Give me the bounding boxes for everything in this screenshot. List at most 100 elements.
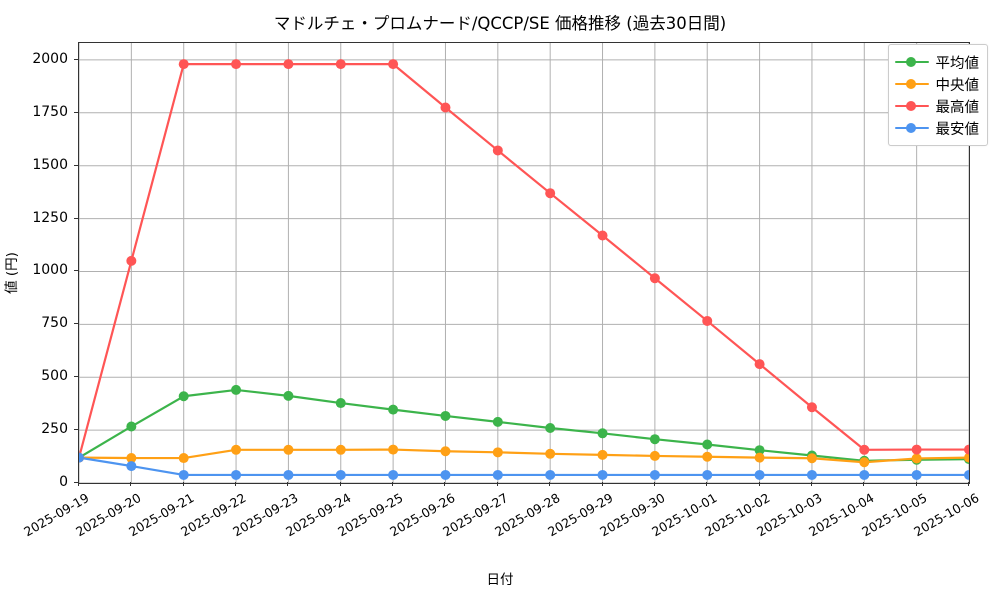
data-point bbox=[597, 449, 608, 460]
data-point bbox=[126, 421, 137, 432]
x-tick-mark bbox=[863, 482, 865, 486]
data-point bbox=[335, 398, 346, 409]
x-tick-mark bbox=[235, 482, 237, 486]
x-tick-mark bbox=[758, 482, 760, 486]
data-point bbox=[649, 450, 660, 461]
legend-dot bbox=[905, 57, 916, 67]
data-point bbox=[283, 59, 294, 70]
y-tick-mark bbox=[74, 111, 78, 113]
x-tick-mark bbox=[444, 482, 446, 486]
grid-lines bbox=[79, 43, 969, 483]
data-point bbox=[702, 451, 713, 462]
legend-marker-icon bbox=[894, 121, 929, 135]
data-point bbox=[492, 469, 503, 480]
series-line-2 bbox=[79, 448, 969, 464]
data-point bbox=[440, 446, 451, 457]
data-point bbox=[911, 453, 922, 464]
legend-dot bbox=[905, 101, 916, 111]
y-tick-mark bbox=[74, 164, 78, 166]
x-tick-mark bbox=[706, 482, 708, 486]
y-tick-mark bbox=[74, 270, 78, 272]
legend-dot bbox=[905, 123, 916, 133]
x-tick-mark bbox=[496, 482, 498, 486]
data-point bbox=[649, 434, 660, 445]
data-point bbox=[754, 359, 765, 370]
y-tick-label: 750 bbox=[41, 315, 68, 332]
data-point bbox=[964, 444, 969, 455]
data-point bbox=[335, 59, 346, 70]
chart-legend: 平均値 中央値最高値最安値 bbox=[887, 44, 988, 146]
x-tick-mark bbox=[915, 482, 917, 486]
data-point bbox=[545, 448, 556, 459]
legend-marker-icon bbox=[894, 77, 929, 91]
data-point bbox=[702, 315, 713, 326]
data-point bbox=[79, 452, 84, 463]
data-point bbox=[806, 402, 817, 413]
data-point bbox=[597, 428, 608, 439]
y-tick-mark bbox=[74, 323, 78, 325]
legend-dot bbox=[905, 79, 916, 89]
data-point bbox=[231, 469, 242, 480]
series-line-3 bbox=[79, 63, 969, 459]
data-point bbox=[283, 444, 294, 455]
data-point bbox=[649, 273, 660, 284]
legend-marker-icon bbox=[894, 99, 929, 113]
series-lines bbox=[79, 63, 969, 477]
plot-area bbox=[78, 42, 970, 484]
data-point bbox=[597, 230, 608, 241]
data-point bbox=[178, 453, 189, 464]
x-tick-mark bbox=[601, 482, 603, 486]
data-point bbox=[335, 469, 346, 480]
legend-label: 最安値 bbox=[935, 121, 980, 138]
x-tick-mark bbox=[392, 482, 394, 486]
data-point bbox=[283, 390, 294, 401]
data-point bbox=[440, 410, 451, 421]
data-point bbox=[231, 59, 242, 70]
legend-label: 最高値 bbox=[935, 99, 980, 116]
data-point bbox=[911, 469, 922, 480]
data-point bbox=[859, 457, 870, 468]
x-tick-mark bbox=[653, 482, 655, 486]
legend-label: 平均値 bbox=[935, 55, 980, 72]
y-tick-mark bbox=[74, 217, 78, 219]
legend-item-1[interactable]: 平均値 bbox=[894, 51, 980, 73]
data-point bbox=[754, 469, 765, 480]
data-point bbox=[440, 102, 451, 113]
data-point bbox=[126, 461, 137, 472]
y-tick-mark bbox=[74, 376, 78, 378]
series-line-4 bbox=[79, 456, 969, 477]
data-point bbox=[492, 416, 503, 427]
data-point bbox=[859, 469, 870, 480]
chart-title: マドルチェ・プロムナード/QCCP/SE 価格推移 (過去30日間) bbox=[273, 14, 727, 33]
series-line-1 bbox=[79, 388, 969, 462]
data-point bbox=[806, 453, 817, 464]
data-point bbox=[231, 444, 242, 455]
x-axis-label: 日付 bbox=[486, 572, 514, 588]
y-tick-label: 0 bbox=[59, 474, 68, 490]
data-point bbox=[178, 59, 189, 70]
data-point bbox=[126, 453, 137, 464]
data-point bbox=[231, 384, 242, 395]
y-tick-mark bbox=[74, 482, 78, 483]
legend-item-4[interactable]: 最安値 bbox=[894, 117, 980, 139]
legend-item-3[interactable]: 最高値 bbox=[894, 95, 980, 117]
y-tick-label: 2000 bbox=[32, 50, 68, 67]
data-point bbox=[178, 469, 189, 480]
y-axis-label: 値 (円) bbox=[4, 252, 20, 294]
data-point bbox=[649, 469, 660, 480]
data-point bbox=[964, 452, 969, 463]
data-point bbox=[702, 439, 713, 450]
data-point bbox=[806, 469, 817, 480]
data-point bbox=[178, 391, 189, 402]
series-markers bbox=[79, 59, 969, 480]
data-point bbox=[440, 469, 451, 480]
data-point bbox=[126, 255, 137, 266]
x-tick-mark bbox=[810, 482, 812, 486]
legend-item-2[interactable]: 中央値 bbox=[894, 73, 979, 95]
x-tick-mark bbox=[78, 482, 79, 486]
y-tick-label: 1500 bbox=[32, 156, 68, 173]
x-tick-mark bbox=[130, 482, 132, 486]
y-tick-label: 500 bbox=[41, 368, 68, 385]
y-tick-mark bbox=[74, 58, 78, 60]
